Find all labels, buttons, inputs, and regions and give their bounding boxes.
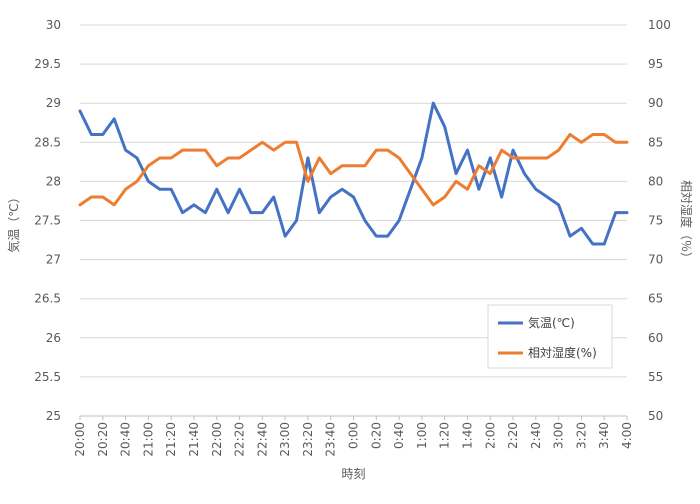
series-lines bbox=[78, 101, 629, 246]
x-tick-label: 23:40 bbox=[324, 422, 338, 457]
x-tick-label: 23:20 bbox=[301, 422, 315, 457]
y-axis-left-ticks: 25 25.5 26 26.5 27 27.5 28 28.5 29 29.5 30 bbox=[34, 18, 61, 423]
y-left-tick-label: 27 bbox=[46, 253, 61, 267]
x-tick-label: 21:40 bbox=[187, 422, 201, 457]
x-tick-label: 1:40 bbox=[460, 422, 474, 449]
y-axis-right-ticks: 50 55 60 65 70 75 80 85 90 95 100 bbox=[648, 18, 671, 423]
x-tick-label: 0:20 bbox=[369, 422, 383, 449]
y-right-tick-label: 50 bbox=[648, 409, 663, 423]
x-tick-label: 2:40 bbox=[529, 422, 543, 449]
legend-label: 気温(℃) bbox=[528, 315, 575, 330]
legend-box bbox=[487, 304, 613, 369]
x-tick-label: 2:20 bbox=[506, 422, 520, 449]
y-left-tick-label: 29.5 bbox=[34, 57, 61, 71]
x-tick-label: 0:00 bbox=[347, 422, 361, 449]
legend-label: 相対湿度(%) bbox=[528, 345, 597, 360]
y-axis-right-title: 相対湿度（％） bbox=[679, 180, 694, 264]
y-right-tick-label: 100 bbox=[648, 18, 671, 32]
x-tick-label: 0:40 bbox=[392, 422, 406, 449]
legend: 気温(℃) 相対湿度(%) bbox=[487, 304, 613, 369]
x-tick-label: 4:00 bbox=[620, 422, 634, 449]
y-left-tick-label: 25.5 bbox=[34, 370, 61, 384]
x-tick-label: 22:00 bbox=[210, 422, 224, 457]
y-right-tick-label: 75 bbox=[648, 214, 663, 228]
x-tick-label: 3:20 bbox=[574, 422, 588, 449]
y-left-tick-label: 28.5 bbox=[34, 135, 61, 149]
series-line-temperature bbox=[78, 101, 629, 246]
y-right-tick-label: 65 bbox=[648, 292, 663, 306]
x-tick-label: 20:00 bbox=[73, 422, 87, 457]
x-tick-label: 1:00 bbox=[415, 422, 429, 449]
y-left-tick-label: 25 bbox=[46, 409, 61, 423]
x-tick-label: 23:00 bbox=[278, 422, 292, 457]
y-left-tick-label: 30 bbox=[46, 18, 61, 32]
y-left-tick-label: 26.5 bbox=[34, 292, 61, 306]
x-tick-label: 21:00 bbox=[141, 422, 155, 457]
y-left-tick-label: 26 bbox=[46, 331, 61, 345]
x-tick-label: 22:20 bbox=[233, 422, 247, 457]
x-tick-label: 21:20 bbox=[164, 422, 178, 457]
y-right-tick-label: 80 bbox=[648, 174, 663, 188]
x-tick-label: 22:40 bbox=[255, 422, 269, 457]
y-right-tick-label: 90 bbox=[648, 96, 663, 110]
y-right-tick-label: 85 bbox=[648, 135, 663, 149]
y-left-tick-label: 27.5 bbox=[34, 214, 61, 228]
x-tick-label: 20:20 bbox=[96, 422, 110, 457]
y-left-tick-label: 29 bbox=[46, 96, 61, 110]
x-tick-label: 2:00 bbox=[483, 422, 497, 449]
y-axis-left-title: 気温（℃） bbox=[6, 191, 21, 252]
x-axis-ticks: 20:00 20:20 20:40 21:00 21:20 21:40 22:00 22:20… bbox=[73, 416, 634, 457]
x-tick-label: 20:40 bbox=[119, 422, 133, 457]
x-tick-label: 3:00 bbox=[552, 422, 566, 449]
y-right-tick-label: 95 bbox=[648, 57, 663, 71]
y-right-tick-label: 70 bbox=[648, 253, 663, 267]
x-axis-title: 時刻 bbox=[341, 467, 365, 481]
series-line-humidity bbox=[78, 132, 629, 207]
x-tick-label: 3:40 bbox=[597, 422, 611, 449]
x-tick-label: 1:20 bbox=[438, 422, 452, 449]
y-left-tick-label: 28 bbox=[46, 174, 61, 188]
y-right-tick-label: 60 bbox=[648, 331, 663, 345]
y-right-tick-label: 55 bbox=[648, 370, 663, 384]
